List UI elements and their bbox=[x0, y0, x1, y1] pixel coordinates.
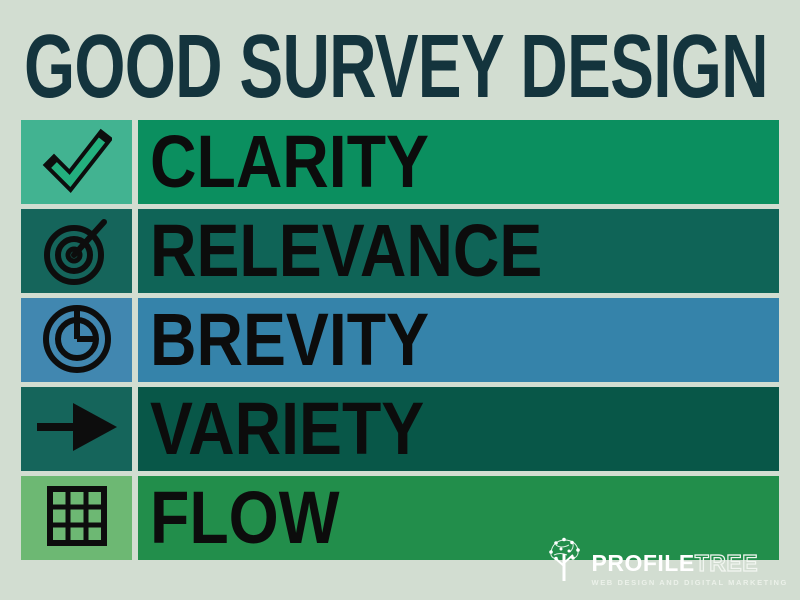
variety-row-bar: VARIETY bbox=[138, 387, 779, 471]
brand-name: PROFILETREE bbox=[591, 550, 759, 576]
row-label: VARIETY bbox=[150, 387, 425, 470]
flow-row-bar: FLOW bbox=[138, 476, 779, 560]
clarity-icon-cell bbox=[21, 120, 132, 204]
row-brevity: BREVITY bbox=[21, 298, 779, 382]
relevance-row-bar: RELEVANCE bbox=[138, 209, 779, 293]
brand-name-primary: PROFILE bbox=[591, 550, 695, 576]
profiletree-logo: PROFILETREE WEB DESIGN AND DIGITAL MARKE… bbox=[543, 536, 788, 587]
row-clarity: CLARITY bbox=[21, 120, 779, 204]
relevance-icon-cell bbox=[21, 209, 132, 293]
logo-text-block: PROFILETREE WEB DESIGN AND DIGITAL MARKE… bbox=[591, 550, 788, 587]
variety-icon-cell bbox=[21, 387, 132, 471]
tree-icon bbox=[543, 536, 585, 587]
check-icon bbox=[42, 125, 113, 200]
flow-icon-cell bbox=[21, 476, 132, 560]
row-relevance: RELEVANCE bbox=[21, 209, 779, 293]
brand-name-secondary: TREE bbox=[694, 550, 759, 576]
arrow-right-icon bbox=[33, 396, 121, 463]
brevity-icon-cell bbox=[21, 298, 132, 382]
row-variety: VARIETY bbox=[21, 387, 779, 471]
row-label: RELEVANCE bbox=[150, 209, 543, 292]
row-label: BREVITY bbox=[150, 298, 430, 381]
grid-icon bbox=[42, 481, 112, 556]
brevity-row-bar: BREVITY bbox=[138, 298, 779, 382]
row-label: CLARITY bbox=[150, 120, 429, 203]
target-icon bbox=[40, 212, 114, 291]
brand-tagline: WEB DESIGN AND DIGITAL MARKETING bbox=[591, 578, 788, 587]
page-title: GOOD SURVEY DESIGN bbox=[24, 17, 769, 117]
row-label: FLOW bbox=[150, 476, 340, 559]
survey-design-list: CLARITY RELEVANCE bbox=[21, 120, 779, 560]
pie-chart-icon bbox=[40, 301, 114, 380]
row-flow: FLOW bbox=[21, 476, 779, 560]
clarity-row-bar: CLARITY bbox=[138, 120, 779, 204]
